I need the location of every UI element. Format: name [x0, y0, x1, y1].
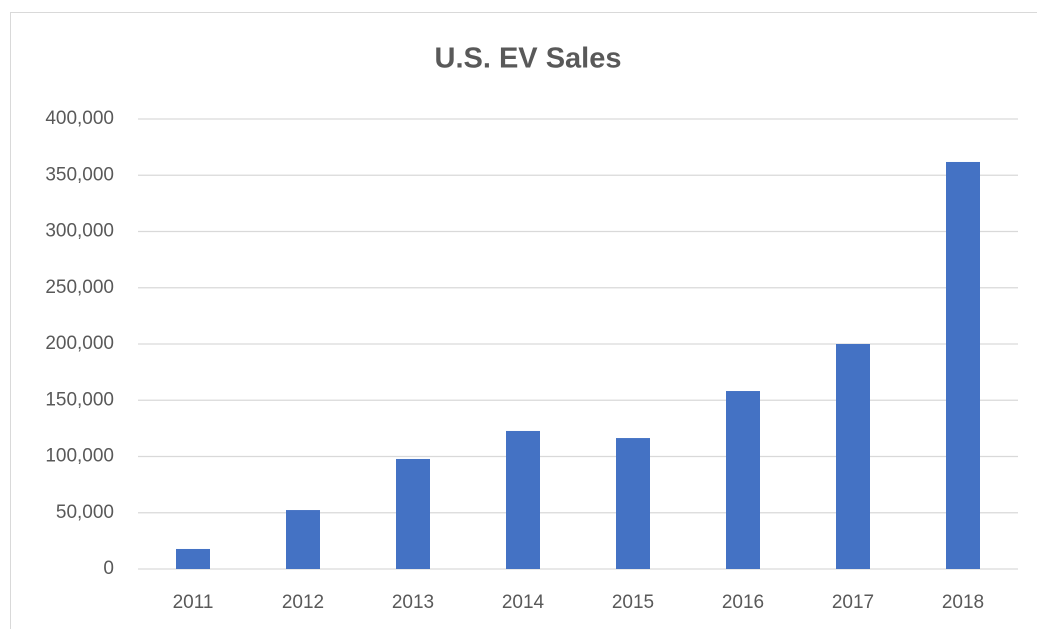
y-tick-label: 300,000: [45, 221, 114, 242]
x-tick-label: 2018: [942, 592, 984, 613]
bar: [836, 344, 870, 569]
x-tick-label: 2013: [392, 592, 434, 613]
y-tick-label: 150,000: [45, 389, 114, 410]
bar: [176, 548, 210, 569]
x-tick-label: 2016: [722, 592, 764, 613]
bar: [286, 510, 320, 569]
chart-title: U.S. EV Sales: [435, 43, 622, 75]
y-tick-label: 350,000: [45, 164, 114, 185]
bar: [396, 458, 430, 569]
bar: [726, 391, 760, 569]
x-tick-label: 2012: [282, 592, 324, 613]
y-tick-label: 250,000: [45, 277, 114, 298]
y-tick-label: 200,000: [45, 333, 114, 354]
bar: [506, 430, 540, 569]
x-tick-label: 2015: [612, 592, 654, 613]
y-tick-label: 400,000: [45, 108, 114, 129]
y-tick-label: 0: [103, 558, 114, 579]
x-tick-label: 2011: [173, 592, 214, 613]
y-tick-label: 50,000: [56, 502, 114, 523]
bar: [946, 161, 980, 569]
x-tick-label: 2014: [502, 592, 545, 613]
y-tick-label: 100,000: [45, 446, 114, 467]
x-tick-label: 2017: [832, 592, 874, 613]
bar: [616, 438, 650, 569]
